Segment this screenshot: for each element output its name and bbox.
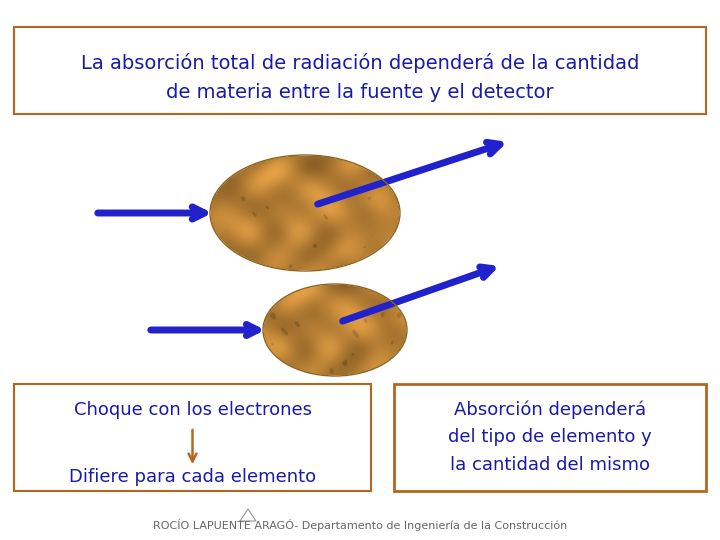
Text: Difiere para cada elemento: Difiere para cada elemento — [69, 468, 316, 486]
FancyBboxPatch shape — [394, 384, 706, 491]
Text: Absorción dependerá: Absorción dependerá — [454, 400, 646, 418]
Text: La absorción total de radiación dependerá de la cantidad: La absorción total de radiación depender… — [81, 53, 639, 73]
Text: de materia entre la fuente y el detector: de materia entre la fuente y el detector — [166, 83, 554, 102]
FancyBboxPatch shape — [14, 27, 706, 114]
Text: Choque con los electrones: Choque con los electrones — [73, 401, 312, 419]
Text: ROCÍO LAPUENTE ARAGÓ- Departamento de Ingeniería de la Construcción: ROCÍO LAPUENTE ARAGÓ- Departamento de In… — [153, 519, 567, 531]
Text: la cantidad del mismo: la cantidad del mismo — [450, 456, 650, 475]
FancyBboxPatch shape — [14, 384, 371, 491]
Text: del tipo de elemento y: del tipo de elemento y — [448, 429, 652, 447]
